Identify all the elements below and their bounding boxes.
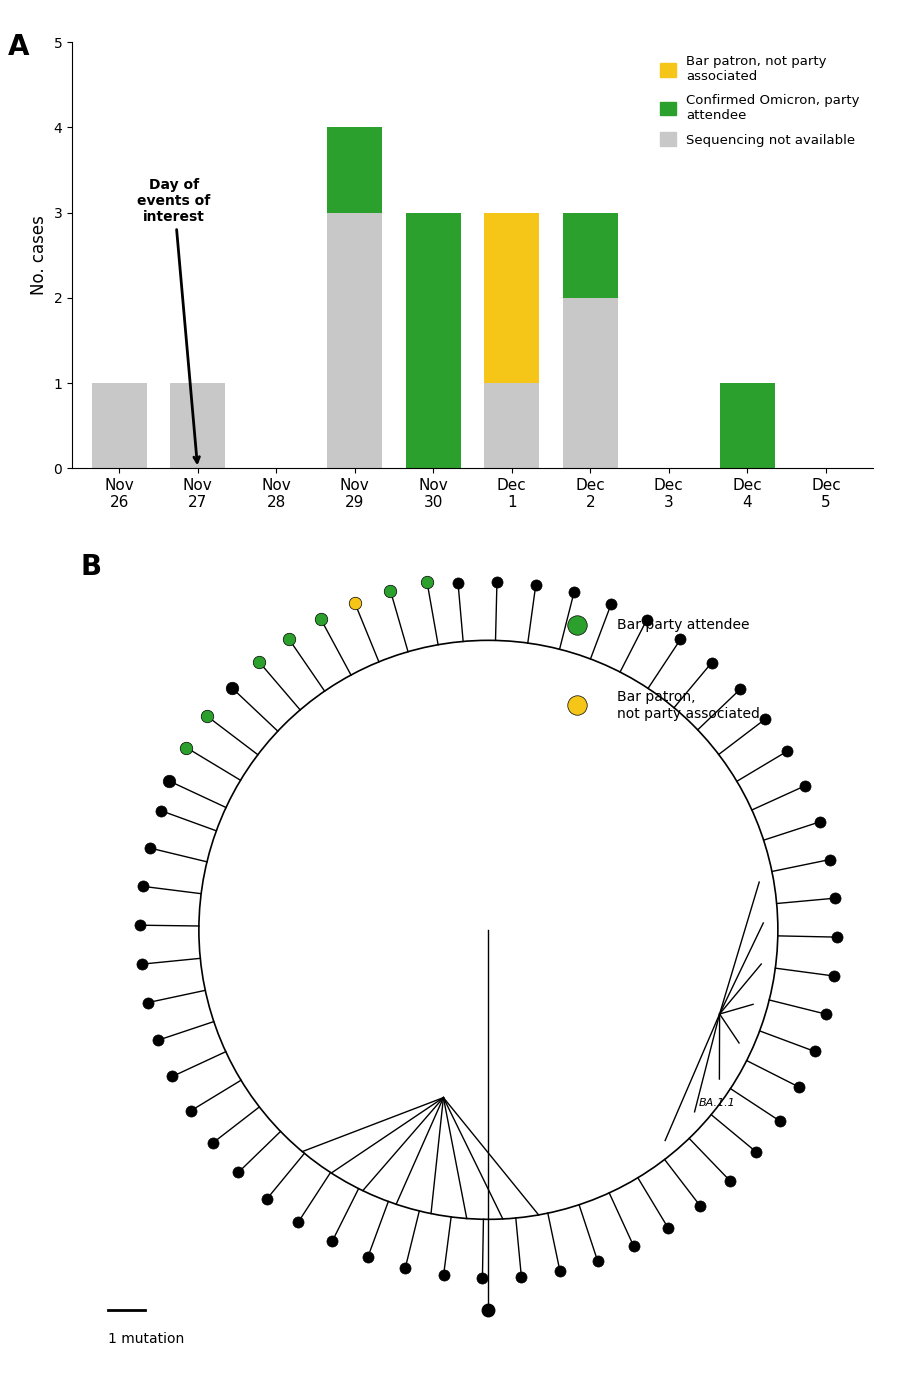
Text: Bar party attendee: Bar party attendee [616,619,749,633]
Text: B: B [80,553,101,581]
Bar [484,384,539,468]
Bar [328,213,382,468]
Text: 1 mutation: 1 mutation [108,1333,184,1347]
Text: BA.1.1: BA.1.1 [699,1099,735,1109]
Bar [720,384,775,468]
Bar [484,213,539,384]
Bar [170,384,225,468]
Text: Bar patron,
not party associated: Bar patron, not party associated [616,690,760,721]
Bar [562,298,617,468]
Y-axis label: No. cases: No. cases [30,216,48,295]
Bar [328,127,382,213]
Text: Day of
events of
interest: Day of events of interest [138,178,211,462]
Bar [562,213,617,298]
Legend: Bar patron, not party
associated, Confirmed Omicron, party
attendee, Sequencing : Bar patron, not party associated, Confir… [653,49,867,153]
Text: A: A [8,34,30,62]
Bar [406,213,461,468]
Bar [92,384,147,468]
